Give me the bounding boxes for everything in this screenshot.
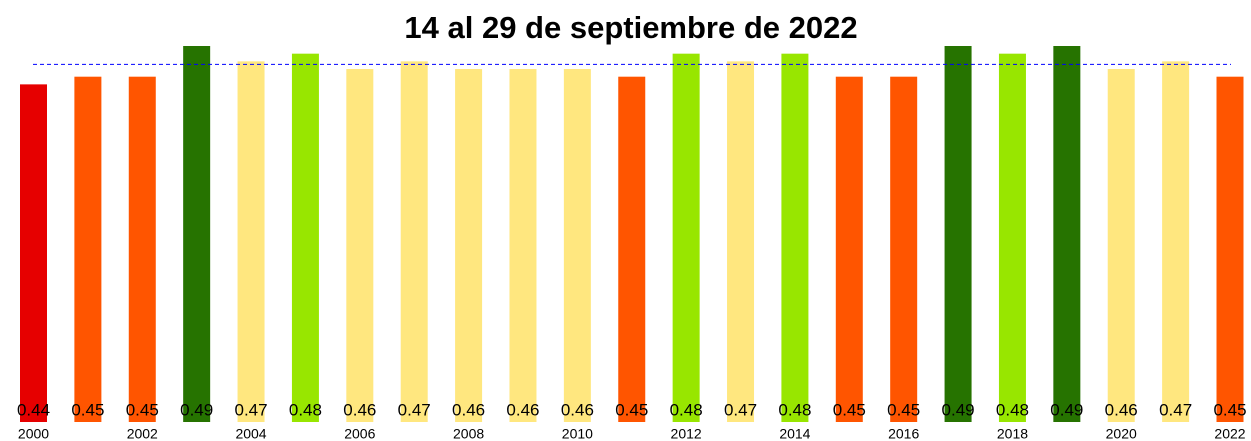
value-label: 0.48 [289, 400, 322, 419]
bar [835, 76, 863, 422]
bar [346, 69, 374, 422]
x-tick-label: 2004 [235, 426, 266, 441]
value-label: 0.45 [126, 400, 159, 419]
value-label: 0.44 [17, 400, 50, 419]
value-label: 0.47 [1159, 400, 1192, 419]
x-tick-label: 2016 [888, 426, 919, 441]
value-label: 0.47 [234, 400, 267, 419]
value-label: 0.48 [670, 400, 703, 419]
value-label: 0.46 [561, 400, 594, 419]
x-tick-label: 2014 [779, 426, 810, 441]
x-tick-label: 2000 [18, 426, 49, 441]
x-tick-label: 2002 [127, 426, 158, 441]
value-label: 0.47 [398, 400, 431, 419]
bar [74, 76, 102, 422]
bar [509, 69, 537, 422]
x-tick-label: 2008 [453, 426, 484, 441]
value-label: 0.46 [452, 400, 485, 419]
value-label: 0.46 [343, 400, 376, 419]
value-label: 0.45 [71, 400, 104, 419]
bar [1107, 69, 1135, 422]
value-label: 0.49 [942, 400, 975, 419]
bar [128, 76, 156, 422]
x-tick-label: 2022 [1214, 426, 1245, 441]
bar [455, 69, 483, 422]
value-label: 0.47 [724, 400, 757, 419]
value-label: 0.48 [778, 400, 811, 419]
value-label: 0.45 [833, 400, 866, 419]
value-label: 0.45 [887, 400, 920, 419]
bar [291, 53, 319, 423]
bar [20, 84, 47, 423]
value-label: 0.45 [615, 400, 648, 419]
bar [998, 53, 1026, 423]
x-tick-label: 2020 [1106, 426, 1137, 441]
bar [183, 46, 211, 422]
bar [237, 61, 265, 423]
value-label: 0.48 [996, 400, 1029, 419]
value-label: 0.46 [1105, 400, 1138, 419]
value-label: 0.46 [506, 400, 539, 419]
value-label: 0.49 [180, 400, 213, 419]
bar [672, 53, 700, 423]
bar [400, 61, 428, 423]
bar [727, 61, 755, 423]
x-tick-label: 2012 [671, 426, 702, 441]
bar [944, 46, 972, 422]
x-tick-label: 2018 [997, 426, 1028, 441]
bar [1216, 76, 1244, 422]
value-label: 0.45 [1213, 400, 1246, 419]
value-label: 0.49 [1050, 400, 1083, 419]
bar [1053, 46, 1081, 422]
bar [1162, 61, 1190, 423]
chart-title: 14 al 29 de septiembre de 2022 [404, 10, 857, 45]
bar [890, 76, 918, 422]
x-tick-label: 2006 [344, 426, 375, 441]
bar [563, 69, 591, 422]
x-tick-label: 2010 [562, 426, 593, 441]
bar [781, 53, 809, 423]
bar [618, 76, 646, 422]
